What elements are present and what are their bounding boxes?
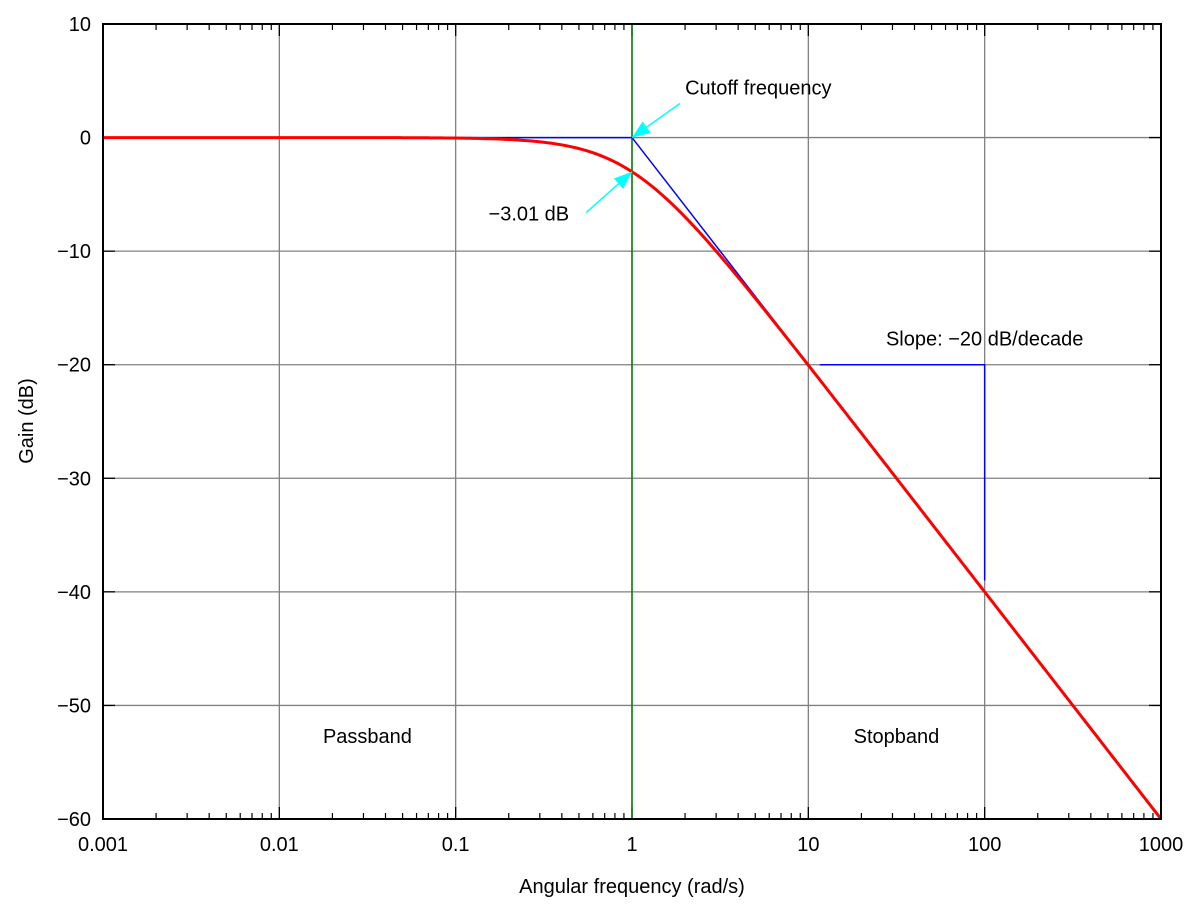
x-tick-label: 100 xyxy=(968,834,1001,856)
x-tick-label: 1 xyxy=(626,834,637,856)
arrowhead-icon xyxy=(632,121,651,138)
y-tick-label: 0 xyxy=(80,128,91,150)
y-tick-label: −40 xyxy=(57,582,91,604)
annotation-label: Slope: −20 dB/decade xyxy=(886,328,1083,350)
y-tick-label: −60 xyxy=(57,809,91,831)
y-tick-label: −50 xyxy=(57,695,91,717)
annotation-label: Passband xyxy=(323,726,412,748)
y-tick-label: −30 xyxy=(57,468,91,490)
annotation-label: −3.01 dB xyxy=(489,203,570,225)
x-axis-label: Angular frequency (rad/s) xyxy=(519,876,745,898)
annotation-label: Stopband xyxy=(854,726,940,748)
x-tick-label: 0.001 xyxy=(78,834,128,856)
series xyxy=(102,24,1163,820)
x-tick-label: 1000 xyxy=(1139,834,1184,856)
y-axis-label: Gain (dB) xyxy=(16,378,38,464)
plot-frame xyxy=(102,23,1162,820)
annotations: Cutoff frequency −3.01 dB Slope: −20 dB/de… xyxy=(323,77,1083,747)
y-tick-label: 10 xyxy=(69,14,91,36)
x-tick-label: 0.01 xyxy=(260,834,299,856)
x-tick-label: 0.1 xyxy=(442,834,470,856)
y-tick-label: −10 xyxy=(57,241,91,263)
annotation-label: Cutoff frequency xyxy=(685,77,831,99)
slope-triangle xyxy=(819,363,986,581)
x-tick-label: 10 xyxy=(797,834,819,856)
tick-labels: 0.001 0.01 0.1 1 10 100 1000100−10−20−30−40−50… xyxy=(57,14,1183,856)
y-tick-label: −20 xyxy=(57,355,91,377)
arrowhead-icon xyxy=(613,171,632,189)
